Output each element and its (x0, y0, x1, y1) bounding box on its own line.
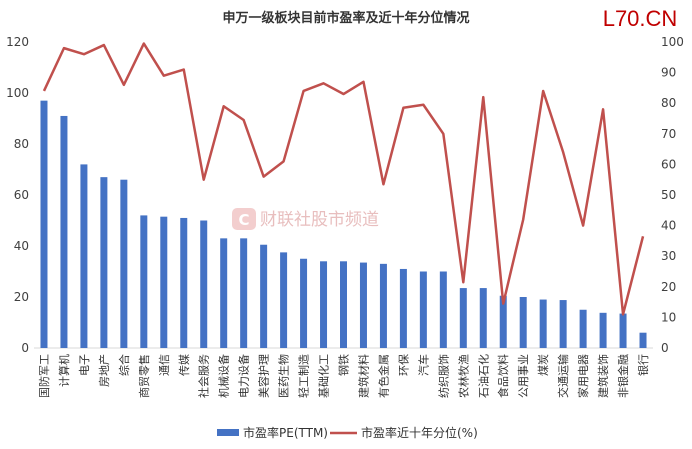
bar (300, 258, 308, 348)
left-y-tick-label: 60 (14, 188, 29, 202)
category-label: 建筑装饰 (596, 354, 610, 398)
right-y-tick-label: 20 (661, 280, 676, 294)
category-label: 电子 (78, 354, 91, 376)
category-label: 计算机 (57, 354, 71, 387)
left-y-tick-label: 20 (14, 290, 29, 304)
category-label: 社会服务 (197, 354, 211, 398)
category-label: 煤炭 (537, 354, 550, 376)
left-y-tick-label: 80 (14, 137, 29, 151)
bar (160, 216, 168, 348)
bar (459, 288, 467, 348)
category-label: 机械设备 (217, 354, 231, 398)
bar (479, 288, 487, 348)
category-label: 银行 (636, 354, 650, 376)
bar (200, 220, 208, 348)
category-label: 建筑材料 (356, 354, 370, 398)
bar (439, 271, 447, 348)
legend-bar-label: 市盈率PE(TTM) (243, 425, 328, 440)
bar (140, 215, 148, 348)
category-label: 美容护理 (257, 354, 271, 398)
category-label: 商贸零售 (137, 354, 151, 398)
bar (619, 313, 627, 348)
bar (180, 217, 188, 348)
right-y-tick-label: 40 (661, 219, 676, 233)
category-label: 国防军工 (37, 354, 51, 398)
chart-title: 申万一级板块目前市盈率及近十年分位情况 (222, 10, 469, 26)
bar (579, 309, 587, 348)
bar (120, 179, 128, 348)
category-label: 交通运输 (556, 354, 570, 398)
bar (240, 238, 248, 348)
bar (60, 115, 68, 348)
watermark-text: 财联社股市频道 (260, 210, 379, 230)
bar (379, 263, 387, 348)
right-y-tick-label: 100 (661, 35, 684, 49)
bar (559, 300, 567, 348)
category-label: 汽车 (416, 354, 430, 376)
bar (100, 177, 108, 348)
line-series (42, 42, 645, 316)
bar-series (40, 100, 647, 349)
bar (359, 262, 367, 348)
bar (220, 238, 228, 348)
left-y-axis: 0 20 40 60 80 100 120 (6, 35, 29, 355)
category-label: 综合 (117, 354, 131, 376)
bar (399, 268, 407, 348)
bar (599, 312, 607, 348)
right-y-axis: 0 10 20 30 40 50 60 70 80 90 100 (661, 35, 684, 355)
category-label: 基础化工 (317, 354, 331, 398)
legend-line-label: 市盈率近十年分位(%) (361, 425, 478, 440)
category-label: 房地产 (97, 354, 111, 387)
right-y-tick-label: 60 (661, 157, 676, 171)
legend: 市盈率PE(TTM) 市盈率近十年分位(%) (217, 425, 478, 440)
right-y-tick-label: 70 (661, 127, 676, 141)
category-label: 非银金融 (616, 354, 630, 398)
bar (340, 261, 347, 348)
right-y-tick-label: 90 (661, 66, 676, 80)
right-y-tick-label: 50 (661, 188, 676, 202)
category-label: 纺织服饰 (436, 354, 450, 398)
bar (260, 244, 268, 348)
left-y-tick-label: 100 (6, 86, 29, 100)
category-label: 有色金属 (376, 354, 390, 398)
category-label: 医药生物 (277, 354, 291, 398)
watermark-logo-letter: C (238, 211, 249, 229)
bar (40, 100, 48, 349)
category-label: 通信 (158, 354, 171, 376)
category-label: 电力设备 (237, 354, 251, 398)
legend-bar-swatch (217, 429, 239, 436)
category-label: 农林牧渔 (456, 354, 470, 398)
category-labels: 国防军工 计算机 电子 房地产 综合 商贸零售 通信 传媒 社会服务 机械设备 电力设备 美容护理 医药… (37, 354, 650, 398)
left-y-tick-label: 40 (14, 239, 29, 253)
bar (639, 332, 647, 348)
bar (519, 297, 527, 348)
brand-logo-text: L70.CN (603, 6, 678, 31)
bar (80, 164, 88, 348)
bar (320, 261, 328, 348)
category-label: 环保 (396, 354, 410, 376)
category-label: 石油石化 (476, 354, 490, 398)
bar (499, 295, 507, 348)
category-label: 传媒 (178, 354, 191, 376)
left-y-tick-label: 0 (21, 341, 29, 355)
category-label: 钢铁 (338, 354, 351, 376)
category-label: 家用电器 (576, 354, 590, 398)
left-y-tick-label: 120 (6, 35, 29, 49)
bar (280, 252, 288, 348)
right-y-tick-label: 80 (661, 96, 676, 110)
category-label: 轻工制造 (297, 354, 311, 398)
bar (539, 299, 547, 348)
watermark-logo-icon (232, 208, 256, 230)
right-y-tick-label: 0 (661, 341, 669, 355)
bar (419, 271, 427, 348)
right-y-tick-label: 30 (661, 249, 676, 263)
right-y-tick-label: 10 (661, 310, 676, 324)
category-label: 食品饮料 (496, 354, 510, 398)
category-label: 公用事业 (517, 354, 530, 398)
watermark: C 财联社股市频道 (232, 208, 379, 230)
